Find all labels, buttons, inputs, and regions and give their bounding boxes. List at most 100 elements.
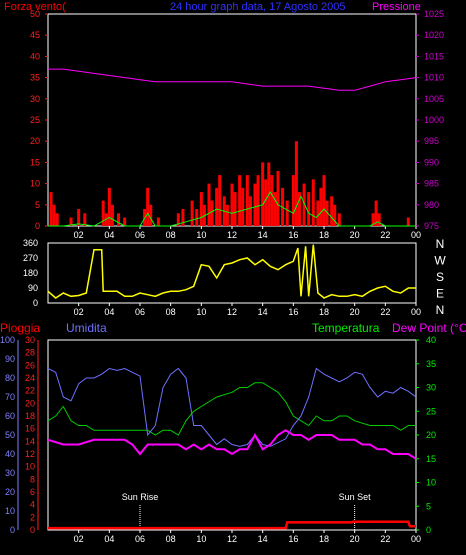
temp-y-tick-label: 5: [426, 501, 431, 511]
direction-line: [47, 244, 416, 299]
dewpoint-line: [47, 429, 417, 460]
wind-bar: [149, 204, 153, 226]
wind-bar: [55, 213, 59, 226]
wind-bar: [337, 213, 341, 226]
rain-y-tick-label: 14: [25, 436, 35, 446]
wind-bar: [302, 183, 306, 226]
wind-bar: [123, 217, 127, 226]
rain-y-tick-label: 4: [30, 500, 35, 510]
wind-bar: [371, 213, 375, 226]
humidity-y-tick-label: 30: [5, 468, 15, 478]
x-tick-label: 22: [380, 307, 390, 317]
direction-y-tick-label: 180: [23, 268, 38, 278]
humidity-y-tick-label: 50: [5, 430, 15, 440]
wind-bar: [52, 204, 56, 226]
humidity-y-tick-label: 20: [5, 487, 15, 497]
wind-y-tick-label: 50: [30, 9, 40, 19]
wind-bar: [261, 162, 265, 226]
x-tick-label: 02: [74, 230, 84, 240]
wind-bar: [218, 175, 222, 226]
humidity-axis-label: Umidita: [66, 321, 107, 335]
pressure-y-tick-label: 980: [424, 200, 439, 210]
wind-bar: [77, 209, 81, 226]
rain-y-tick-label: 8: [30, 474, 35, 484]
direction-y-tick-label: 270: [23, 253, 38, 263]
pressure-axis-label: Pressione: [372, 1, 421, 13]
x-tick-label: 06: [135, 534, 145, 544]
wind-y-tick-label: 35: [30, 73, 40, 83]
x-tick-label: 14: [258, 534, 268, 544]
x-tick-label: 22: [380, 230, 390, 240]
wind-bar: [117, 213, 121, 226]
compass-label: E: [436, 287, 444, 301]
humidity-y-tick-label: 100: [0, 335, 15, 345]
x-tick-label: 20: [350, 534, 360, 544]
x-tick-label: 10: [196, 307, 206, 317]
wind-bar: [322, 175, 326, 226]
sunrise-label: Sun Rise: [122, 492, 159, 502]
wind-bar: [276, 170, 280, 226]
wind-bar: [69, 217, 73, 226]
x-tick-label: 06: [135, 230, 145, 240]
wind-bar: [181, 209, 185, 226]
x-tick-label: 12: [227, 230, 237, 240]
pressure-y-tick-label: 995: [424, 136, 439, 146]
x-tick-label: 18: [319, 307, 329, 317]
pressure-y-tick-label: 1010: [424, 73, 444, 83]
temp-y-tick-label: 15: [426, 454, 436, 464]
compass-label: N: [436, 237, 445, 251]
wind-bar: [190, 200, 194, 226]
wind-y-tick-label: 10: [30, 179, 40, 189]
x-tick-label: 04: [104, 307, 114, 317]
wind-bar: [233, 192, 237, 226]
rain-y-tick-label: 22: [25, 386, 35, 396]
wind-bar: [307, 192, 311, 226]
x-tick-label: 10: [196, 534, 206, 544]
wind-pressure-chart: 0510152025303540455097598098599099510001…: [30, 9, 444, 240]
rain-y-tick-label: 26: [25, 360, 35, 370]
humidity-y-tick-label: 70: [5, 392, 15, 402]
wind-bar: [238, 175, 242, 226]
wind-y-tick-label: 45: [30, 30, 40, 40]
rain-line: [48, 520, 416, 530]
sunset-label: Sun Set: [339, 492, 372, 502]
temp-y-tick-label: 25: [426, 406, 436, 416]
rain-y-tick-label: 10: [25, 462, 35, 472]
rain-y-tick-label: 12: [25, 449, 35, 459]
wind-bar: [230, 183, 234, 226]
x-tick-label: 02: [74, 534, 84, 544]
wind-bar: [311, 179, 315, 226]
temp-y-tick-label: 35: [426, 359, 436, 369]
pressure-y-tick-label: 1005: [424, 94, 444, 104]
x-tick-label: 06: [135, 307, 145, 317]
temp-y-tick-label: 10: [426, 478, 436, 488]
rain-axis-label: Pioggia: [0, 321, 41, 335]
x-tick-label: 18: [319, 230, 329, 240]
x-tick-label: 08: [166, 230, 176, 240]
rain-y-tick-label: 30: [25, 335, 35, 345]
wind-y-tick-label: 25: [30, 115, 40, 125]
x-tick-label: 14: [258, 307, 268, 317]
humidity-y-tick-label: 0: [10, 525, 15, 535]
pressure-y-tick-label: 1000: [424, 115, 444, 125]
temp-y-tick-label: 30: [426, 383, 436, 393]
x-tick-label: 00: [411, 307, 421, 317]
compass-label: N: [436, 303, 445, 317]
wind-bar: [207, 183, 211, 226]
x-tick-label: 04: [104, 230, 114, 240]
wind-bar: [83, 213, 87, 226]
wind-y-tick-label: 20: [30, 136, 40, 146]
x-tick-label: 20: [350, 230, 360, 240]
rain-y-tick-label: 6: [30, 487, 35, 497]
x-tick-label: 04: [104, 534, 114, 544]
humidity-y-tick-label: 60: [5, 411, 15, 421]
wind-bar: [101, 200, 105, 226]
direction-y-tick-label: 360: [23, 238, 38, 248]
wind-bar: [270, 175, 274, 226]
wind-bar: [325, 200, 329, 226]
rain-y-tick-label: 24: [25, 373, 35, 383]
temp-y-tick-label: 20: [426, 430, 436, 440]
x-tick-label: 20: [350, 307, 360, 317]
